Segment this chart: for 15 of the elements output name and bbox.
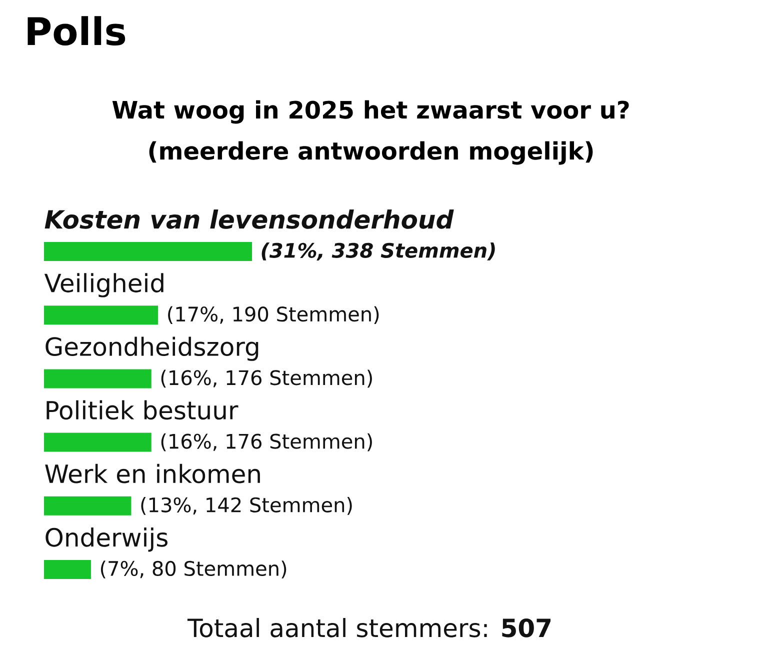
data-label: (31%, 338 Stemmen): [262, 242, 495, 260]
data-label: (16%, 176 Stemmen): [161, 433, 372, 452]
y-tick-label: Onderwijs: [46, 527, 168, 552]
data-label: (7%, 80 Stemmen): [100, 560, 286, 578]
y-tick-label: Gezondheidszorg: [46, 336, 258, 361]
y-tick-label: Werk en inkomen: [45, 464, 260, 484]
text: Totaal aantal stemmers: 507: [187, 618, 550, 638]
y-tick-label: Kosten van levensonderhoud: [44, 210, 454, 229]
data-label: (13%, 142 Stemmen): [141, 497, 352, 515]
data-label: (16%, 176 Stemmen): [161, 370, 372, 388]
text: Wat woog in 2025 het zwaarst voor u? (meerdere antwoorden mogelijk): [112, 100, 629, 165]
chart-title: Polls: [28, 16, 126, 46]
y-tick-label: Veiligheid: [44, 273, 164, 298]
data-label: (17%, 190 Stemmen): [168, 306, 379, 324]
y-tick-label: Politiek bestuur: [46, 400, 238, 420]
